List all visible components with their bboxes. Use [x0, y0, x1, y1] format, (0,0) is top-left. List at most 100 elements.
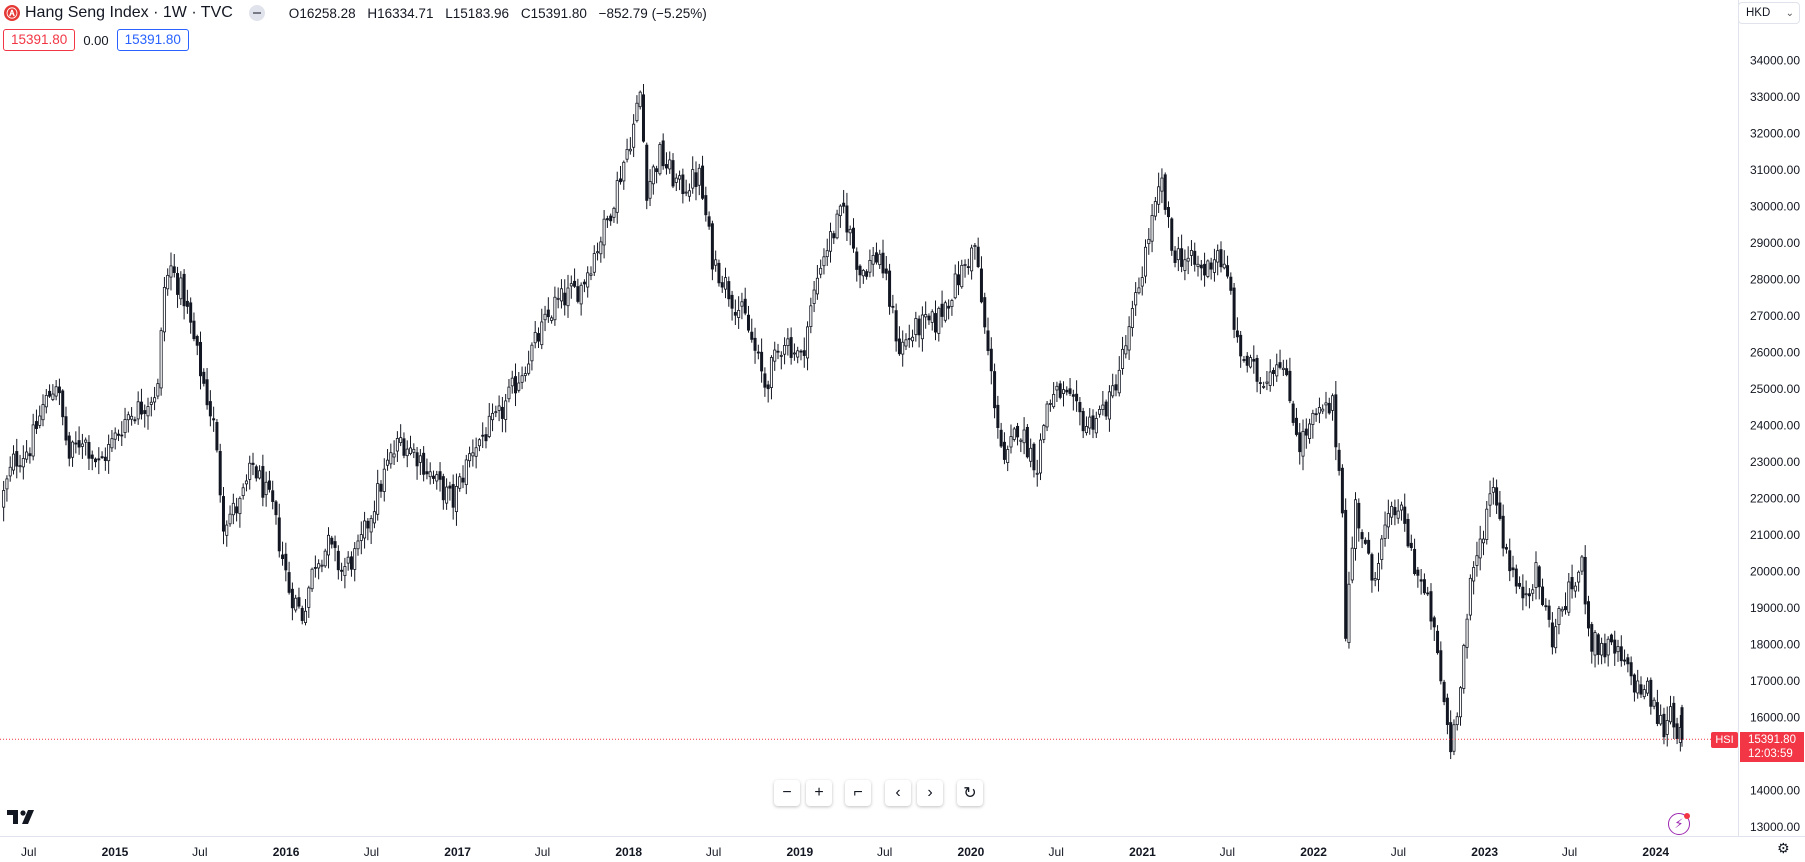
candle-body	[986, 330, 990, 351]
symbol-title[interactable]: Hang Seng Index · 1W · TVC	[25, 4, 233, 21]
candle-body	[307, 587, 311, 608]
candle-body	[609, 215, 613, 222]
candle-body	[1508, 550, 1512, 572]
candle-body	[1367, 539, 1371, 554]
zoom-out-button[interactable]: −	[774, 780, 800, 806]
candle-body	[474, 447, 478, 457]
candle-body	[1603, 643, 1607, 658]
x-tick-label: Jul	[877, 845, 892, 859]
candle-body	[576, 286, 580, 302]
candle-body	[405, 448, 409, 457]
sell-price-button[interactable]: 15391.80	[3, 29, 76, 51]
candle-body	[1035, 472, 1039, 475]
candle-body	[1127, 326, 1131, 351]
candle-body	[418, 455, 422, 463]
candle-body	[1583, 556, 1587, 605]
y-tick-label: 27000.00	[1750, 309, 1800, 323]
candle-body	[192, 320, 196, 340]
lightning-icon[interactable]: ⚡	[1668, 813, 1690, 835]
candle-body	[1045, 403, 1049, 428]
candle-body	[382, 468, 386, 492]
candle-body	[848, 228, 852, 234]
candle-body	[1354, 499, 1358, 549]
candle-body	[136, 401, 140, 420]
candle-body	[917, 318, 921, 336]
candle-body	[1344, 509, 1348, 639]
candle-body	[920, 314, 924, 340]
candle-body	[1249, 357, 1253, 368]
candle-body	[153, 397, 157, 403]
candle-body	[231, 502, 235, 516]
currency-selector[interactable]: HKD ⌄	[1738, 2, 1800, 24]
candle-body	[1580, 556, 1584, 572]
low-value: 15183.96	[452, 5, 510, 21]
candle-body	[1547, 605, 1551, 620]
candle-body	[481, 434, 485, 437]
zoom-in-button[interactable]: +	[806, 780, 832, 806]
candle-body	[274, 501, 278, 516]
candle-body	[553, 296, 557, 321]
candle-body	[333, 541, 337, 548]
ohlc-values: O16258.28 H16334.71 L15183.96 C15391.80 …	[289, 6, 707, 21]
candle-body	[1084, 426, 1088, 434]
candle-body	[1488, 493, 1492, 506]
candle-body	[494, 411, 498, 414]
reset-chart-button[interactable]: ↻	[957, 780, 983, 806]
candle-body	[254, 466, 258, 479]
candle-body	[64, 416, 68, 441]
candle-body	[605, 218, 609, 221]
candle-body	[1632, 674, 1636, 693]
candle-body	[67, 435, 71, 459]
candle-body	[431, 475, 435, 479]
candle-body	[1216, 250, 1220, 263]
candle-body	[1153, 201, 1157, 217]
candle-body	[1511, 567, 1515, 571]
candle-body	[1075, 393, 1079, 402]
candle-body	[658, 144, 662, 175]
candle-body	[1419, 579, 1423, 582]
reset-scale-button[interactable]: ⌐	[845, 780, 871, 806]
candle-body	[1669, 706, 1673, 723]
candle-body	[586, 272, 590, 288]
buy-price-button[interactable]: 15391.80	[116, 29, 189, 51]
candle-body	[1130, 308, 1134, 328]
candle-body	[392, 453, 396, 458]
candle-body	[1567, 581, 1571, 613]
candle-body	[346, 556, 350, 564]
scroll-left-button[interactable]: ‹	[885, 780, 911, 806]
x-tick-label: 2020	[958, 845, 985, 859]
candle-body	[1255, 357, 1259, 382]
candle-body	[1029, 447, 1033, 462]
candle-body	[1478, 538, 1482, 559]
market-status-icon[interactable]	[248, 5, 265, 21]
candle-body	[865, 271, 869, 277]
candle-body	[1573, 585, 1577, 592]
tradingview-logo-icon[interactable]	[7, 808, 37, 826]
candle-body	[1226, 265, 1230, 277]
candle-body	[1504, 547, 1508, 550]
candle-body	[514, 376, 518, 394]
candle-body	[1298, 432, 1302, 453]
candle-body	[1321, 408, 1325, 412]
candle-body	[1183, 259, 1187, 271]
x-tick-label: Jul	[706, 845, 721, 859]
gear-icon[interactable]: ⚙	[1777, 840, 1790, 856]
candle-body	[1501, 515, 1505, 549]
candle-body	[1445, 697, 1449, 726]
candle-body	[1600, 642, 1604, 656]
candle-body	[897, 338, 901, 355]
candle-body	[1101, 404, 1105, 410]
scroll-right-button[interactable]: ›	[917, 780, 943, 806]
symbol-legend: Ⓐ Hang Seng Index · 1W · TVC O16258.28 H…	[4, 3, 707, 23]
candle-body	[930, 311, 934, 323]
candle-body	[123, 419, 127, 434]
y-tick-label: 29000.00	[1750, 236, 1800, 250]
candle-body	[80, 443, 84, 447]
candle-body	[1347, 583, 1351, 643]
candle-body	[796, 350, 800, 358]
candle-body	[1606, 638, 1610, 656]
candle-body	[845, 205, 849, 233]
candle-body	[799, 350, 803, 353]
y-tick-label: 14000.00	[1750, 784, 1800, 798]
